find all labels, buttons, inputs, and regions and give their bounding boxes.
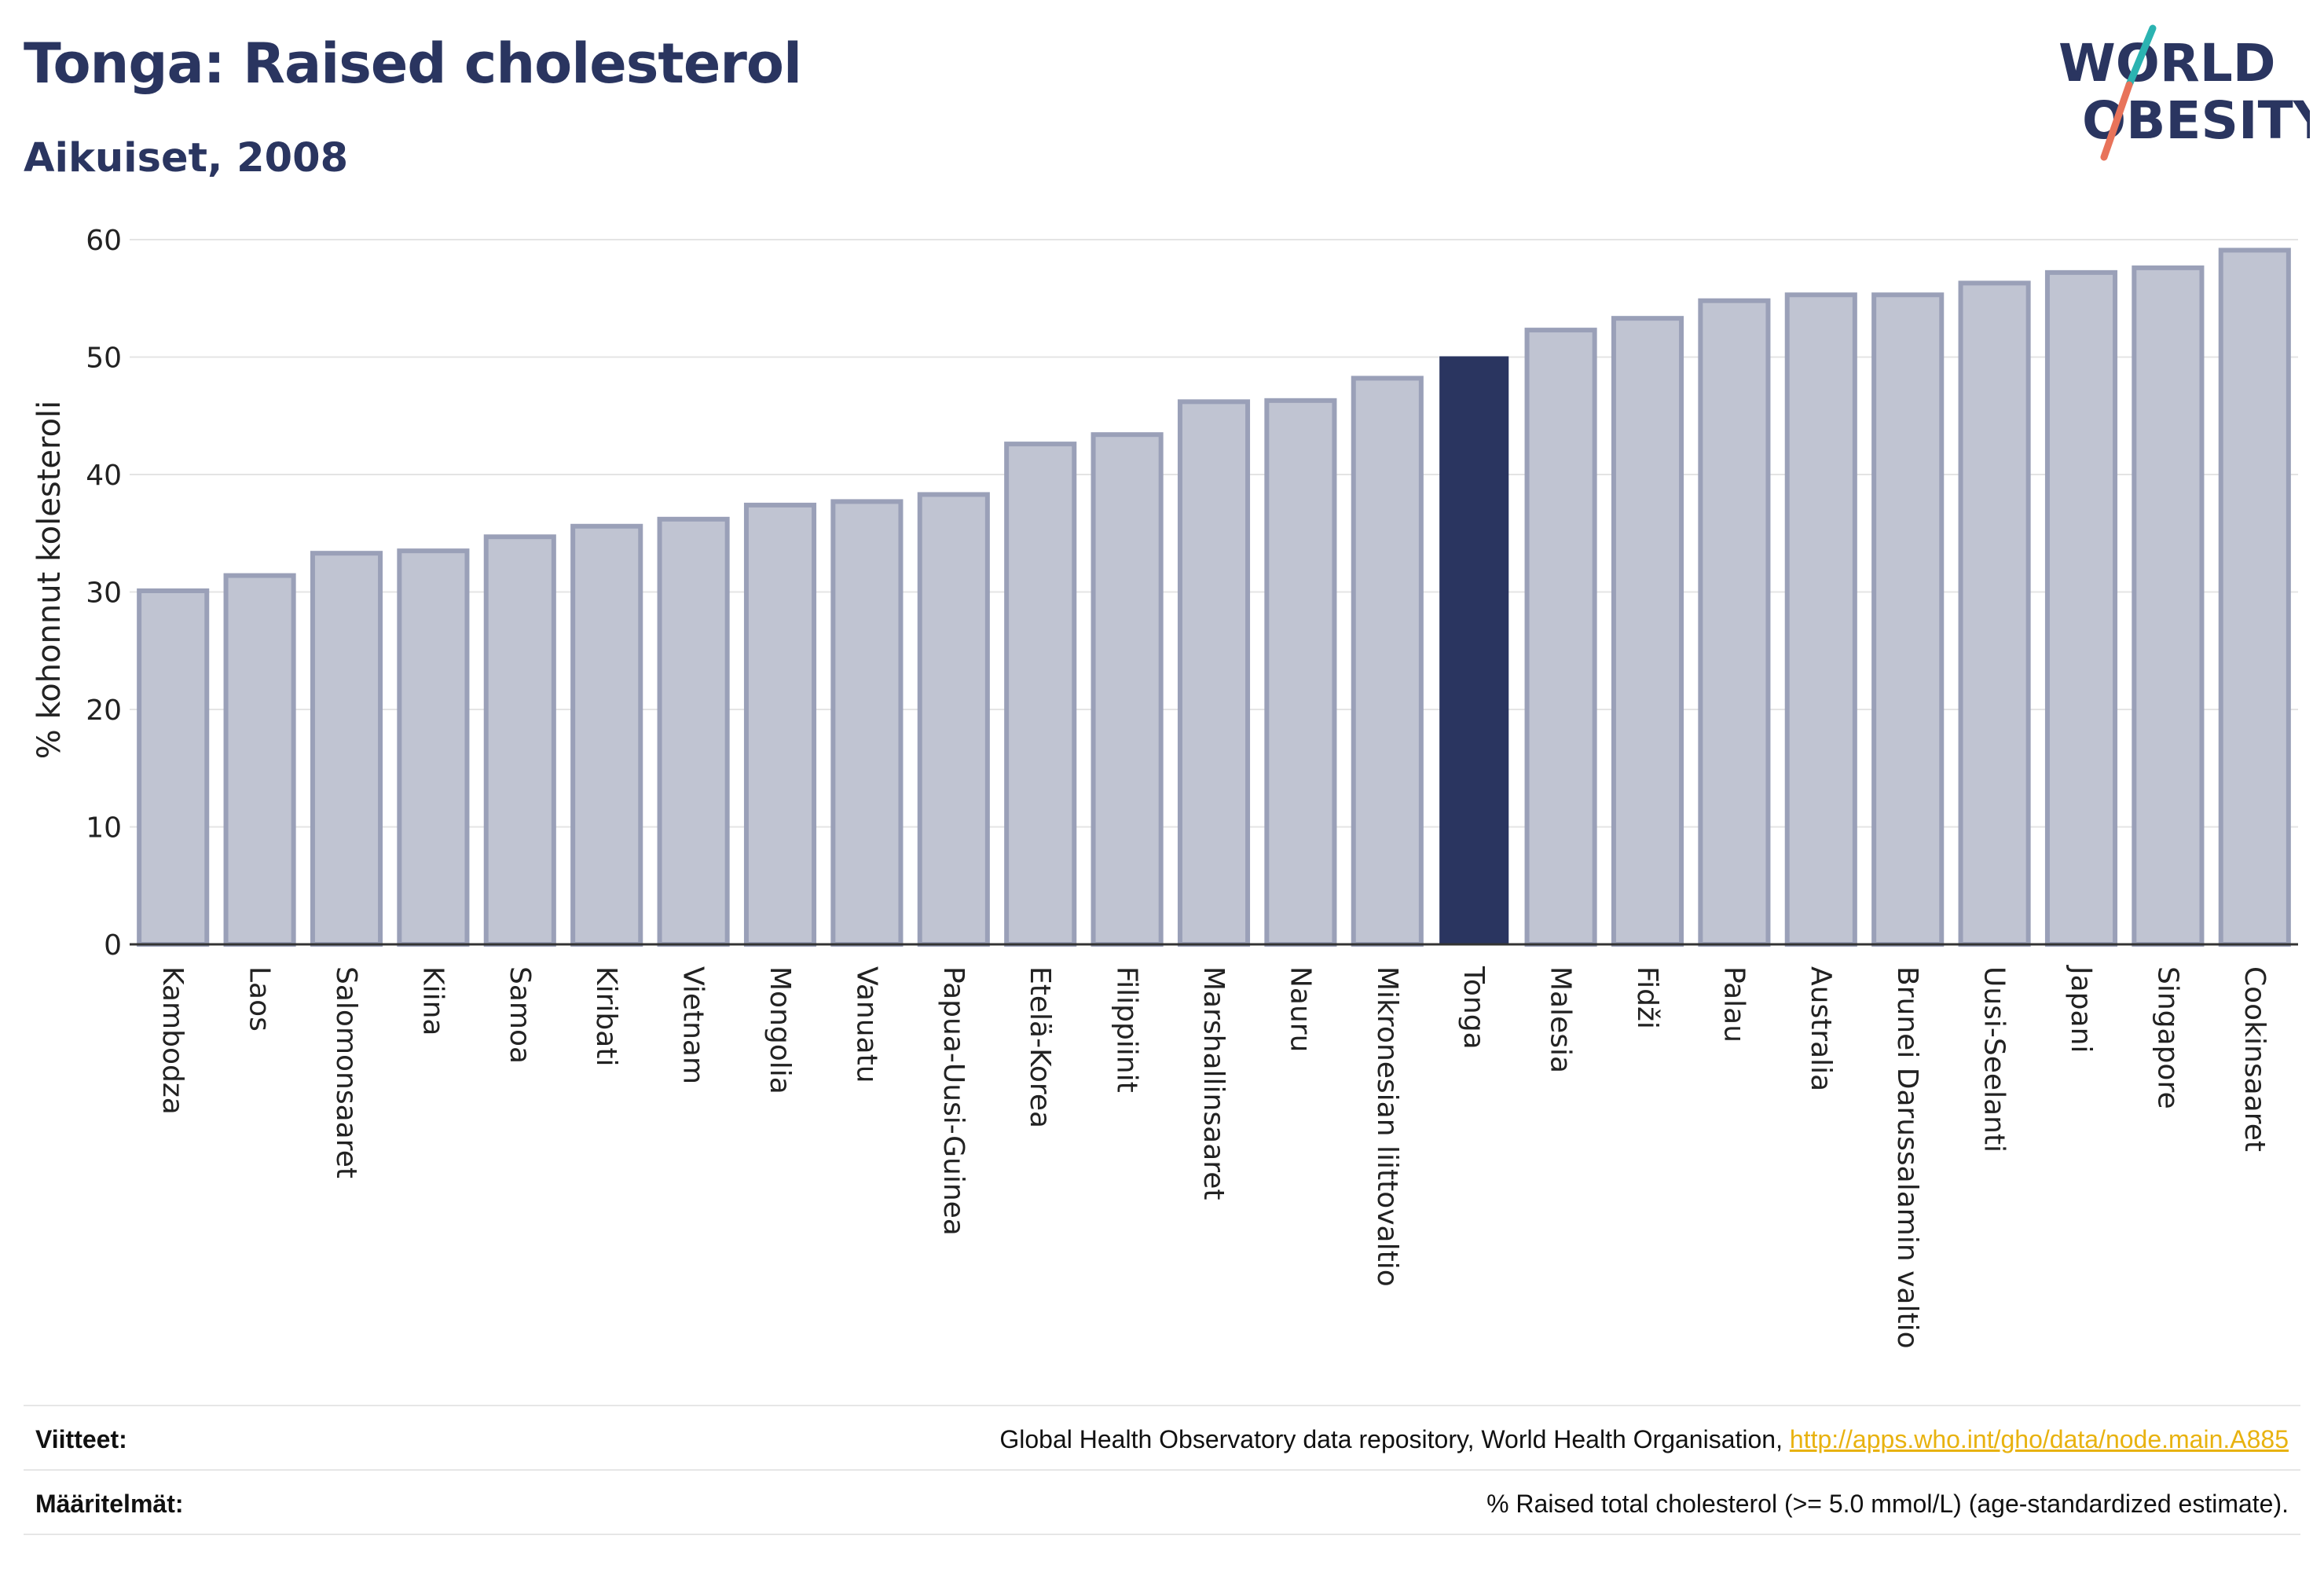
x-tick-label: Etelä-Korea: [1024, 966, 1056, 1128]
bar-salomonsaaret[interactable]: [310, 551, 383, 947]
x-tick-label: Marshallinsaaret: [1197, 966, 1230, 1200]
y-tick-label: 10: [86, 812, 122, 845]
y-tick-label: 50: [86, 343, 122, 375]
bar-brunei-darussalamin-valtio[interactable]: [1871, 292, 1945, 947]
bars: [137, 247, 2291, 947]
y-tick-label: 0: [104, 929, 122, 962]
bar-singapore[interactable]: [2132, 265, 2205, 947]
footer-divider-middle: [24, 1469, 2300, 1471]
x-tick-label: Cookinsaaret: [2238, 966, 2271, 1152]
world-obesity-logo[interactable]: WORLD OBESITY: [2051, 22, 2324, 163]
y-tick-label: 40: [86, 460, 122, 492]
definitions-text: % Raised total cholesterol (>= 5.0 mmol/…: [1486, 1490, 2289, 1518]
bar-cookinsaaret[interactable]: [2218, 247, 2291, 947]
x-tick-label: Malesia: [1545, 966, 1577, 1073]
x-tick-label: Kiina: [416, 966, 449, 1036]
bar-malesia[interactable]: [1524, 328, 1597, 947]
sources-link[interactable]: http://apps.who.int/gho/data/node.main.A…: [1789, 1425, 2289, 1453]
x-tick-label: Uusi-Seelanti: [1978, 966, 2011, 1153]
x-tick-label: Mikronesian liittovaltio: [1371, 966, 1403, 1287]
x-tick-label: Papua-Uusi-Guinea: [937, 966, 970, 1236]
y-axis-label: % kohonnut kolesteroli: [31, 401, 68, 760]
definitions-label: Määritelmät:: [35, 1490, 184, 1518]
y-tick-label: 30: [86, 577, 122, 610]
sources-text: Global Health Observatory data repositor…: [999, 1425, 2289, 1454]
x-tick-label: Salomonsaaret: [330, 966, 362, 1178]
bar-fidži[interactable]: [1611, 316, 1684, 947]
x-tick-label: Tonga: [1457, 966, 1490, 1050]
bar-vanuatu[interactable]: [830, 499, 904, 947]
axes: 0 10 20 30 40 50 60 Kambodza Laos Salomonsaaret Ki…: [86, 225, 2298, 1349]
x-tick-label: Palau: [1717, 966, 1750, 1043]
bar-papua-uusi-guinea[interactable]: [917, 492, 990, 947]
sources-label: Viitteet:: [35, 1425, 127, 1453]
bar-tonga[interactable]: [1439, 356, 1509, 945]
x-tick-label: Japani: [2065, 965, 2097, 1053]
x-tick-label: Samoa: [504, 966, 536, 1064]
footer-divider-bottom: [24, 1534, 2300, 1535]
footer-divider-top: [24, 1405, 2300, 1406]
x-tick-label: Brunei Darussalamin valtio: [1891, 966, 1923, 1349]
bar-uusi-seelanti[interactable]: [1958, 280, 2031, 947]
x-tick-label: Kiribati: [590, 966, 622, 1066]
bar-chart: 0 10 20 30 40 50 60 Kambodza Laos Salomonsaaret Ki…: [31, 225, 2298, 1349]
x-tick-label: Kambodza: [156, 966, 189, 1115]
bar-laos[interactable]: [223, 573, 296, 947]
x-tick-label: Singapore: [2151, 966, 2183, 1109]
x-tick-label: Australia: [1805, 966, 1837, 1091]
bar-etelä-korea[interactable]: [1004, 442, 1077, 947]
bar-kambodza[interactable]: [137, 588, 210, 947]
bar-japani[interactable]: [2044, 269, 2118, 947]
y-tick-label: 60: [86, 225, 122, 257]
bar-kiribati[interactable]: [570, 523, 643, 947]
bar-filippiinit[interactable]: [1091, 432, 1164, 947]
x-tick-label: Vietnam: [677, 966, 709, 1084]
chart-title: Tonga: Raised cholesterol: [24, 31, 802, 96]
x-tick-label: Nauru: [1284, 966, 1316, 1052]
chart-subtitle: Aikuiset, 2008: [24, 135, 349, 181]
bar-samoa[interactable]: [483, 534, 556, 947]
bar-palau[interactable]: [1698, 298, 1771, 947]
bar-kiina[interactable]: [397, 548, 470, 947]
bar-australia[interactable]: [1784, 292, 1857, 947]
bar-nauru[interactable]: [1264, 398, 1337, 947]
x-tick-label: Mongolia: [764, 966, 796, 1094]
bar-mikronesian-liittovaltio[interactable]: [1351, 376, 1424, 947]
logo-line1: WORLD: [2058, 33, 2276, 93]
x-tick-label: Fidži: [1631, 966, 1663, 1029]
x-tick-label: Laos: [244, 966, 276, 1032]
bar-mongolia[interactable]: [743, 502, 817, 947]
bar-vietnam[interactable]: [657, 516, 730, 947]
y-tick-label: 20: [86, 695, 122, 727]
x-tick-label: Vanuatu: [850, 966, 882, 1083]
sources-description: Global Health Observatory data repositor…: [999, 1425, 1790, 1453]
bar-marshallinsaaret[interactable]: [1177, 399, 1251, 947]
x-tick-label: Filippiinit: [1111, 966, 1143, 1093]
